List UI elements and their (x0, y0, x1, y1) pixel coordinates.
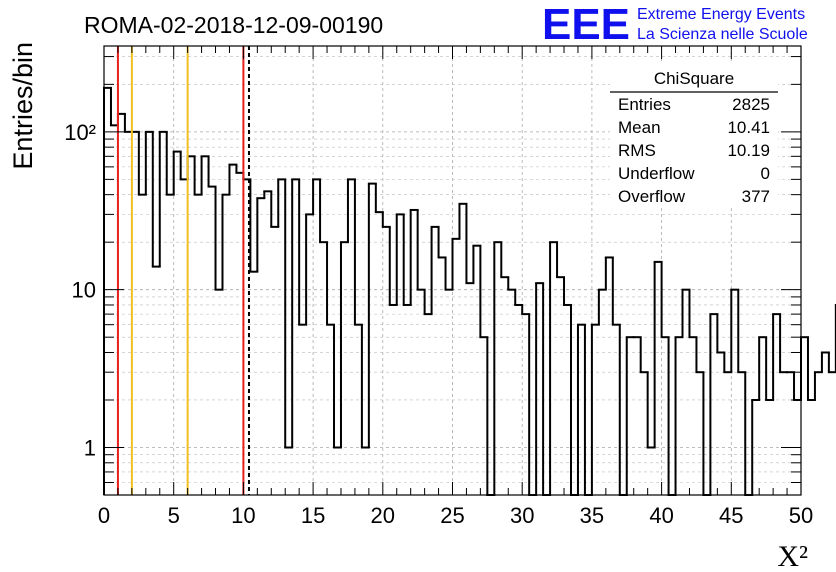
x-tick-label: 15 (301, 503, 325, 528)
x-tick-label: 35 (580, 503, 604, 528)
stats-value: 2825 (732, 95, 770, 114)
y-tick-label: 10 (72, 278, 96, 303)
stats-value: 10.41 (727, 118, 770, 137)
x-tick-label: 40 (649, 503, 673, 528)
x-tick-label: 45 (719, 503, 743, 528)
x-axis-label: X² (777, 540, 808, 572)
stats-label: Mean (618, 118, 661, 137)
x-tick-label: 10 (231, 503, 255, 528)
stats-box-background (610, 63, 778, 208)
y-axis: 1 10 10² (64, 56, 801, 484)
y-axis-label: Entries/bin (8, 42, 38, 170)
x-tick-label: 5 (168, 503, 180, 528)
eee-logo: EEE Extreme Energy Events La Scienza nel… (542, 0, 808, 49)
x-tick-label: 25 (440, 503, 464, 528)
stats-label: Entries (618, 95, 671, 114)
x-tick-label: 50 (789, 503, 813, 528)
logo-mark: EEE (542, 0, 630, 49)
stats-value: 10.19 (727, 141, 770, 160)
logo-line1: Extreme Energy Events (637, 6, 805, 23)
stats-value: 377 (742, 187, 770, 206)
x-tick-label: 30 (510, 503, 534, 528)
stats-label: Overflow (618, 187, 686, 206)
marker-lines (116, 46, 250, 495)
stats-label: RMS (618, 141, 656, 160)
chart-title: ROMA-02-2018-12-09-00190 (84, 12, 383, 38)
y-tick-label: 1 (84, 435, 96, 460)
stats-value: 0 (761, 164, 770, 183)
histogram (103, 86, 836, 496)
x-tick-label: 0 (98, 503, 110, 528)
y-tick-label: 10² (64, 120, 96, 145)
x-tick-label: 20 (371, 503, 395, 528)
stats-title: ChiSquare (654, 69, 734, 88)
stats-rows: Entries 2825 Mean 10.41 RMS 10.19 Underflow 0 Ov… (618, 95, 770, 206)
stats-label: Underflow (618, 164, 695, 183)
stats-box: ChiSquare Entries 2825 Mean 10.41 RMS 10.19 Un… (610, 63, 778, 208)
logo-line2: La Scienza nelle Scuole (637, 26, 808, 43)
x-axis: 0 5 10 15 20 25 30 35 40 45 50 (98, 46, 813, 528)
